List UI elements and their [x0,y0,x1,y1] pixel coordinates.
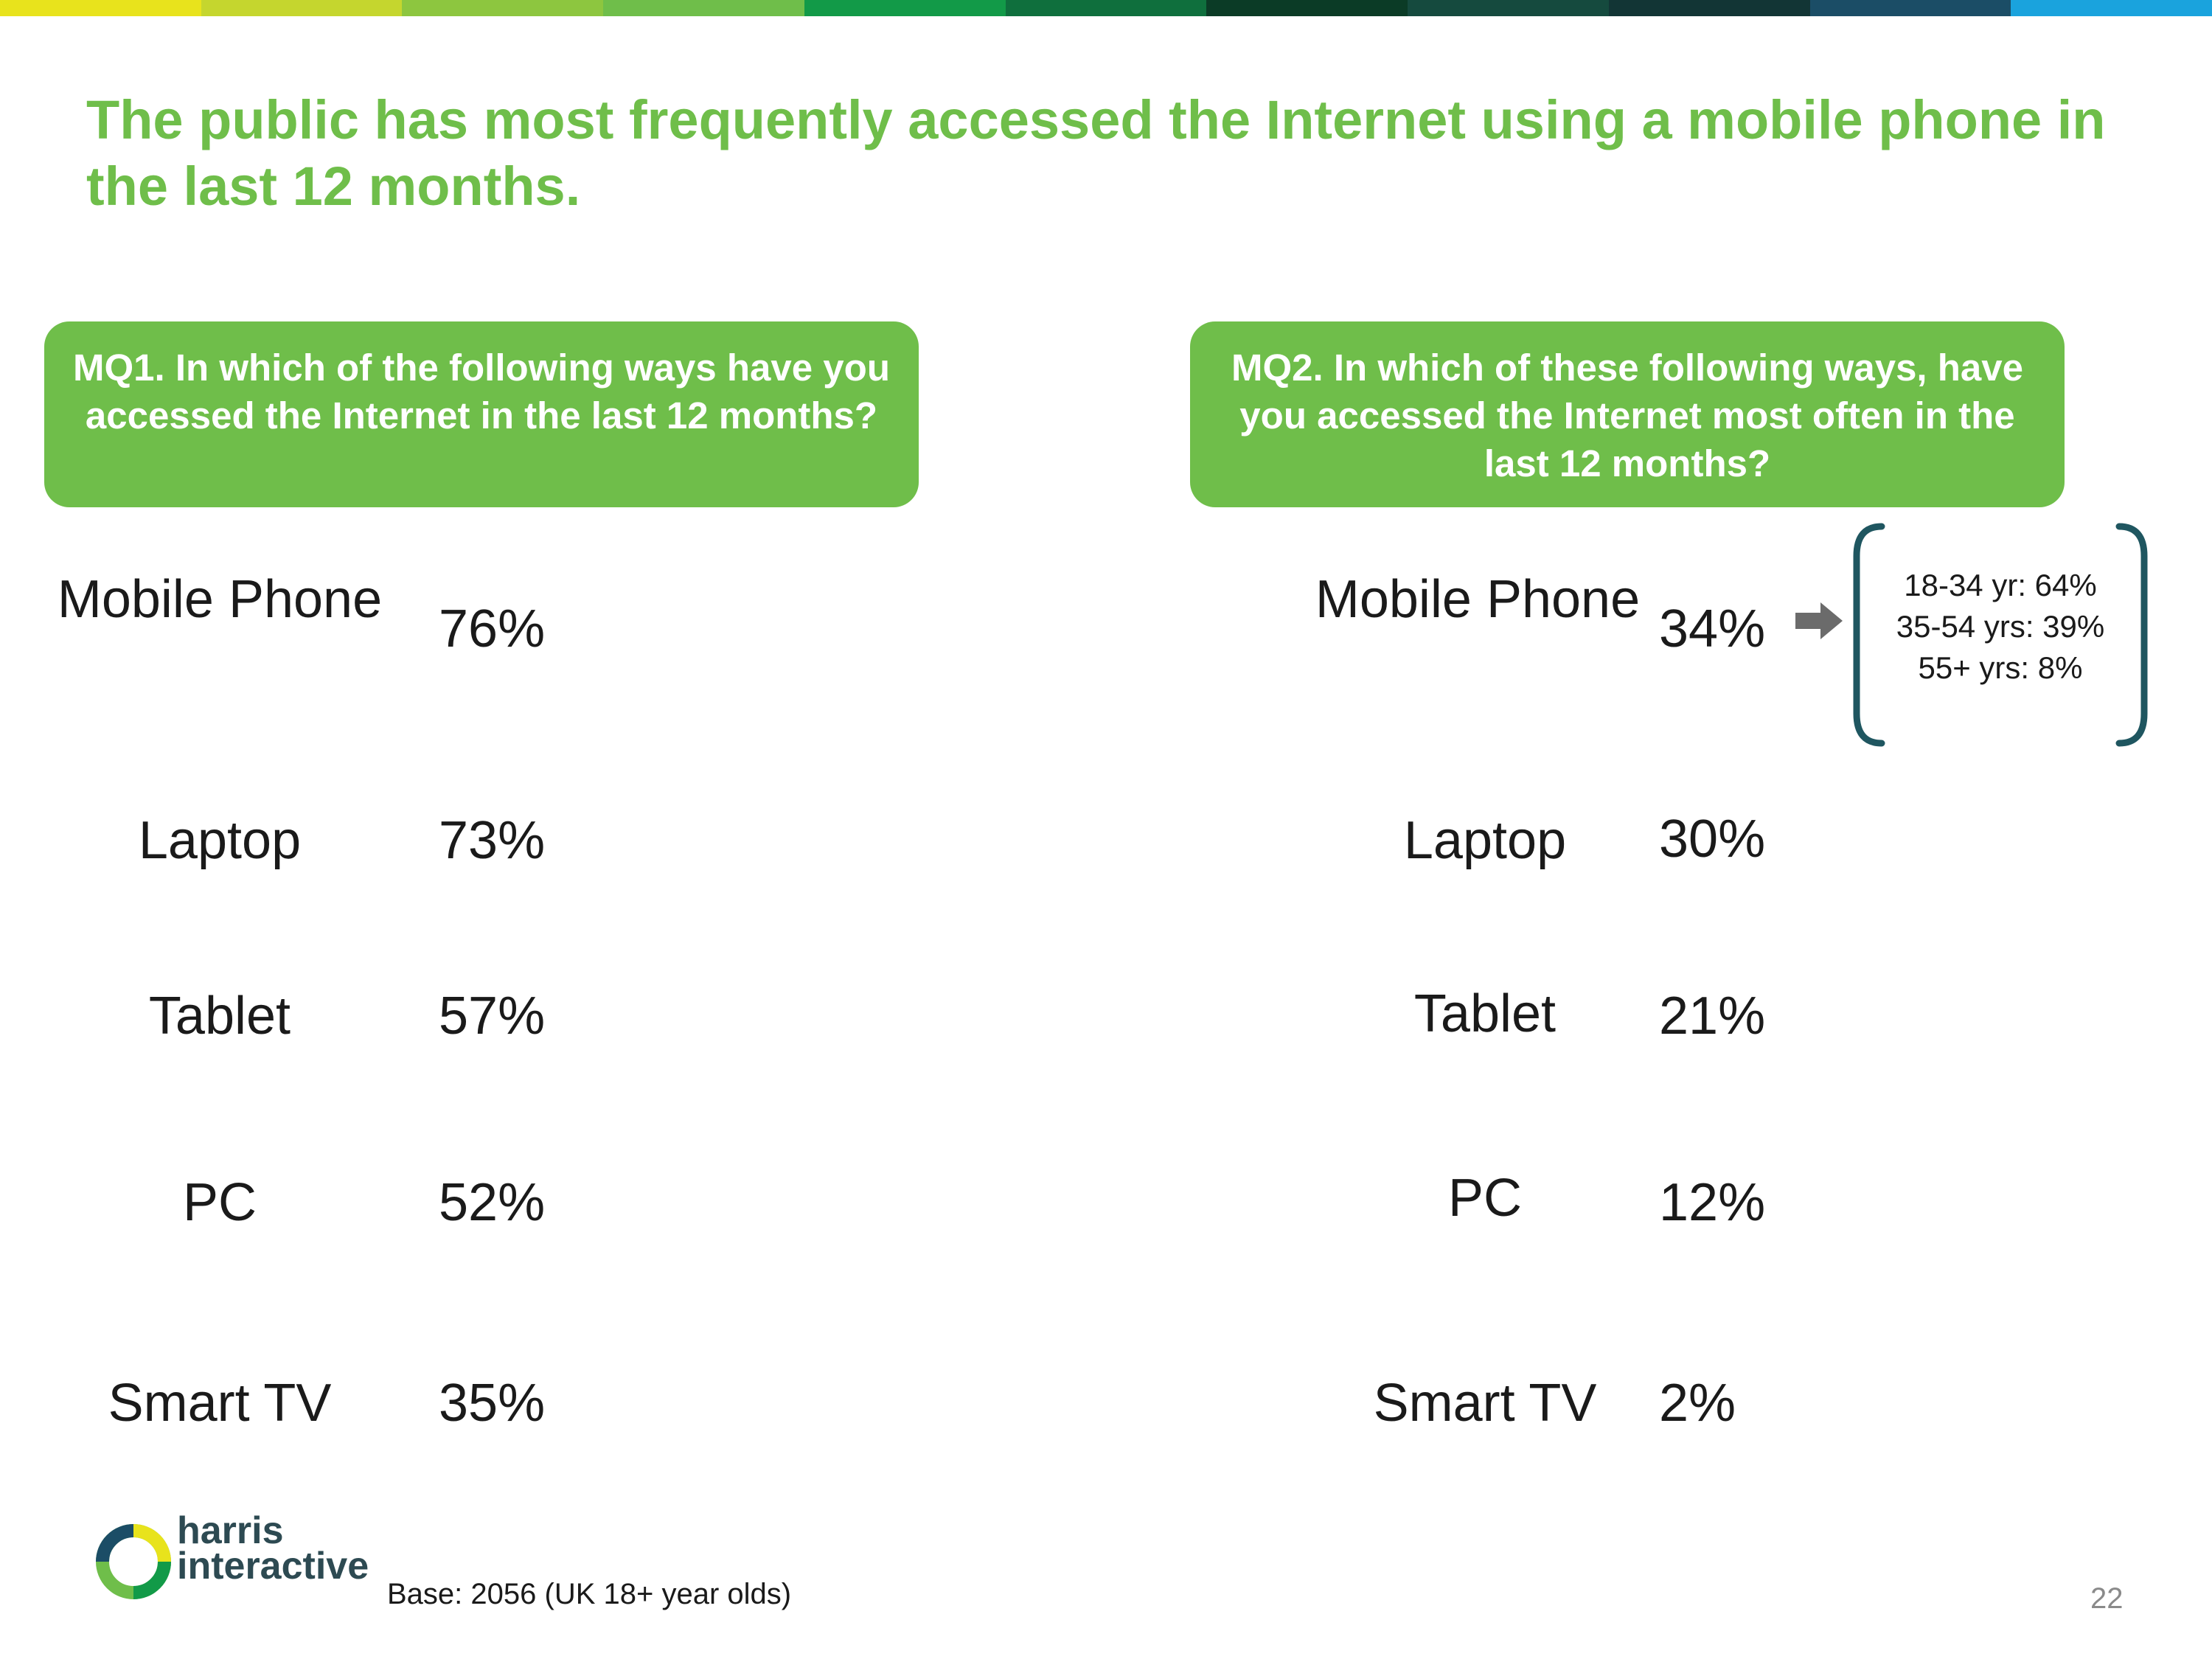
slide-title: The public has most frequently accessed … [86,89,2106,217]
mq2-row-label: PC [1447,1169,1523,1228]
mq2-row-label: Mobile Phone [1315,570,1641,629]
mq1-question-text: . In which of the following ways have yo… [85,347,890,437]
mq1-row-label: PC [182,1173,257,1232]
base-note: Base: 2056 (UK 18+ year olds) [387,1578,792,1610]
color-bar-segment [603,0,804,16]
mq1-row-label: Mobile Phone [57,570,383,629]
mq1-question-box: MQ1. In which of the following ways have… [44,321,919,507]
mq1-row-label: Smart TV [108,1374,332,1433]
page-number: 22 [2090,1582,2124,1615]
mobile-age-breakdown: 18-34 yr: 64% 35-54 yrs: 39% 55+ yrs: 8% [1865,565,2135,689]
color-bar-segment [1608,0,1810,16]
logo-line2: interactive [177,1545,369,1587]
mq1-row-value: 57% [439,987,546,1046]
mq2-code: MQ2 [1231,347,1313,389]
mq2-question-text: . In which of these following ways, have… [1239,347,2024,484]
harris-interactive-logo-icon [96,1524,171,1599]
mq2-row-value: 2% [1659,1374,1736,1433]
mq1-row-label: Laptop [138,811,302,870]
mq2-row-label: Tablet [1413,984,1557,1043]
breakdown-line: 55+ yrs: 8% [1918,650,2083,685]
mq2-question-box: MQ2. In which of these following ways, h… [1190,321,2065,507]
decorative-color-bar [0,0,2212,16]
color-bar-segment [1408,0,1609,16]
color-bar-segment [1206,0,1408,16]
color-bar-segment [1005,0,1207,16]
mq2-row-value: 34% [1659,599,1766,658]
color-bar-segment [402,0,604,16]
mq1-code: MQ1 [73,347,155,389]
color-bar-segment [201,0,403,16]
breakdown-line: 35-54 yrs: 39% [1896,609,2105,644]
mq2-row-label: Laptop [1403,811,1567,870]
mq1-row-value: 35% [439,1374,546,1433]
color-bar-segment [1809,0,2011,16]
mq1-row-value: 76% [439,599,546,658]
color-bar-segment [804,0,1006,16]
mq2-row-value: 30% [1659,810,1766,869]
logo-line1: harris [177,1509,284,1552]
mq2-row-label: Smart TV [1373,1374,1597,1433]
breakdown-bracket [1853,523,2148,747]
mq2-row-value: 12% [1659,1173,1766,1232]
breakdown-line: 18-34 yr: 64% [1904,568,2097,602]
mq2-row-value: 21% [1659,987,1766,1046]
color-bar-segment [0,0,201,16]
logo-wordmark: harris interactive [177,1509,369,1587]
arrow-right-icon [1795,602,1843,639]
mq1-row-label: Tablet [148,987,291,1046]
mq1-row-value: 73% [439,811,546,870]
color-bar-segment [2011,0,2212,16]
mq1-row-value: 52% [439,1173,546,1232]
